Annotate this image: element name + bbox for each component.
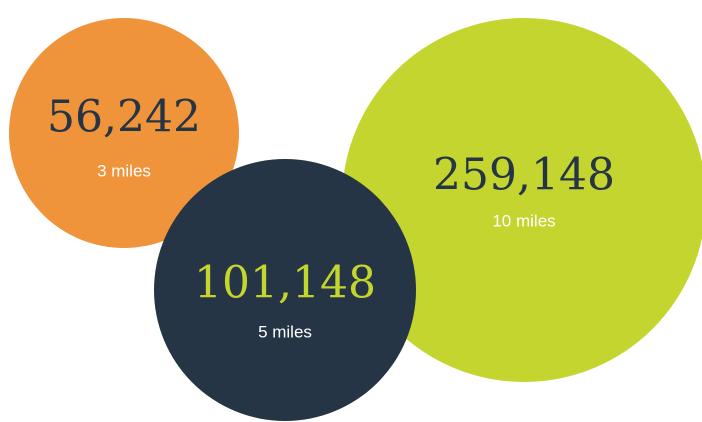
radius-label: 3 miles: [97, 161, 151, 180]
population-value: 259,148: [433, 150, 615, 201]
population-value: 101,148: [194, 258, 376, 309]
radius-label: 5 miles: [258, 322, 312, 341]
circle-10-miles: [342, 18, 702, 382]
population-value: 56,242: [47, 92, 201, 143]
circle-3-miles: [9, 18, 239, 248]
radius-label: 10 miles: [492, 211, 555, 230]
circle-5-miles: [154, 159, 416, 421]
